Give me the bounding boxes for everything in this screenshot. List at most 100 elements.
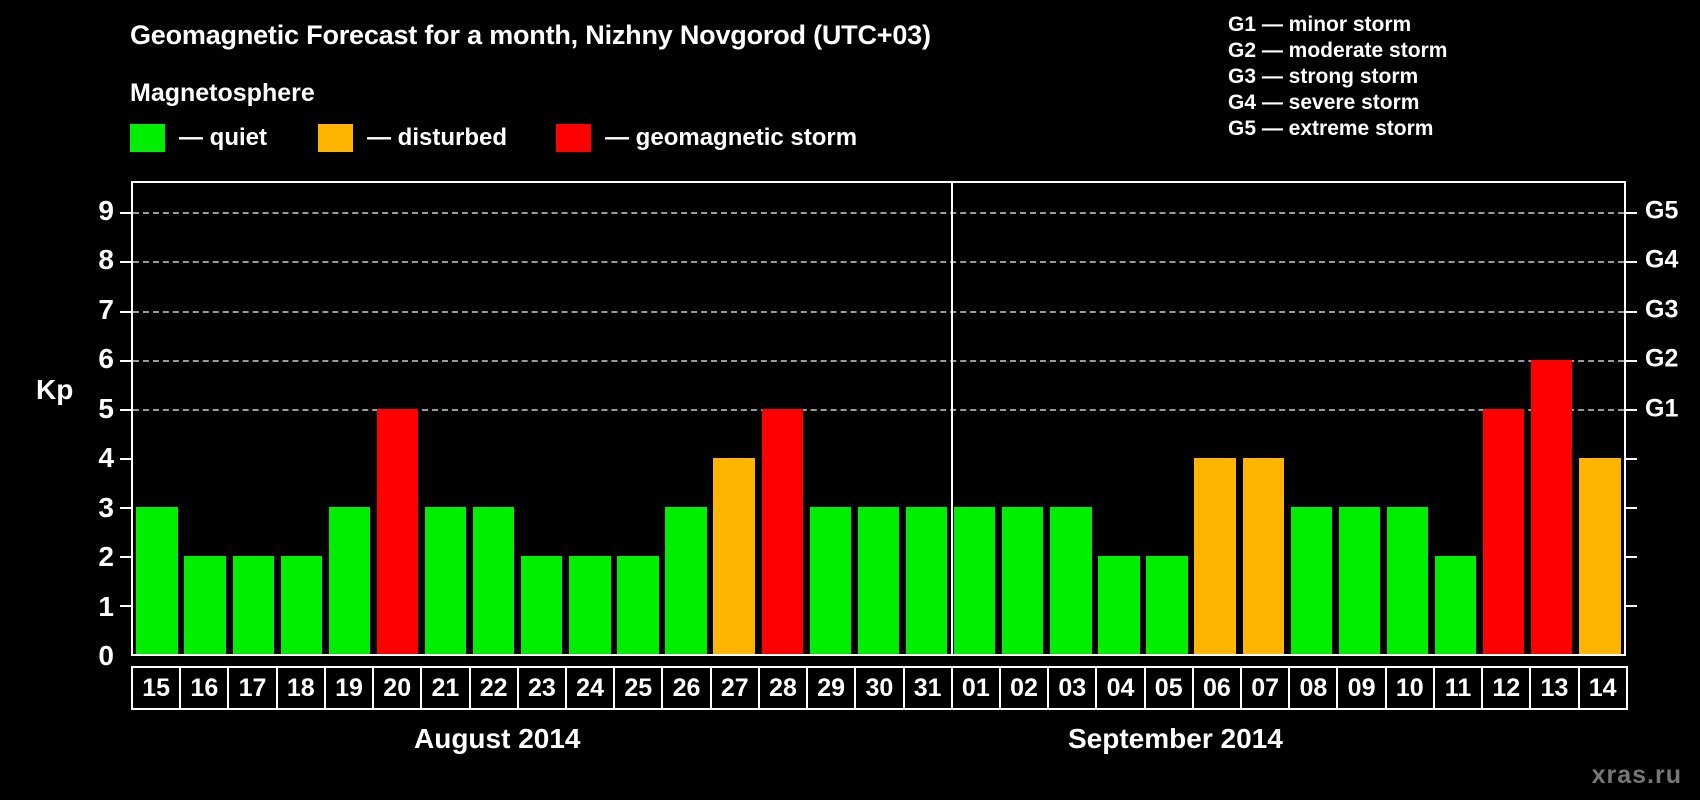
bar-02[interactable]	[1002, 506, 1044, 654]
date-cell-07[interactable]: 07	[1240, 666, 1291, 710]
bar-cell[interactable]	[1528, 183, 1576, 654]
bar-cell[interactable]	[1432, 183, 1480, 654]
date-cell-10[interactable]: 10	[1384, 666, 1435, 710]
bar-cell[interactable]	[710, 183, 758, 654]
bar-cell[interactable]	[614, 183, 662, 654]
bar-20[interactable]	[376, 408, 419, 654]
bar-cell[interactable]	[903, 183, 951, 654]
bar-cell[interactable]	[373, 183, 421, 654]
bar-03[interactable]	[1050, 506, 1092, 654]
bar-14[interactable]	[1579, 457, 1621, 654]
date-cell-26[interactable]: 26	[661, 666, 712, 710]
bar-21[interactable]	[424, 506, 467, 654]
date-cell-20[interactable]: 20	[372, 666, 423, 710]
bar-07[interactable]	[1242, 457, 1284, 654]
g-axis-label-G2: G2	[1645, 344, 1679, 373]
date-cell-15[interactable]: 15	[131, 666, 182, 710]
bar-10[interactable]	[1386, 506, 1429, 654]
bar-17[interactable]	[232, 555, 274, 654]
date-cell-14[interactable]: 14	[1577, 666, 1628, 710]
bar-cell[interactable]	[566, 183, 614, 654]
bar-26[interactable]	[665, 506, 707, 654]
bar-27[interactable]	[713, 457, 755, 654]
plot-inner	[120, 183, 1637, 654]
bar-cell[interactable]	[277, 183, 325, 654]
bar-cell[interactable]	[181, 183, 229, 654]
bar-18[interactable]	[280, 555, 322, 654]
legend-label-quiet: — quiet	[179, 124, 267, 151]
bar-cell[interactable]	[1239, 183, 1287, 654]
date-cell-13[interactable]: 13	[1529, 666, 1580, 710]
date-cell-19[interactable]: 19	[323, 666, 375, 710]
date-cell-02[interactable]: 02	[998, 666, 1050, 710]
bar-09[interactable]	[1338, 506, 1381, 654]
g-axis-label-G4: G4	[1645, 245, 1679, 274]
bar-cell[interactable]	[325, 183, 373, 654]
bar-cell[interactable]	[854, 183, 902, 654]
date-cell-04[interactable]: 04	[1095, 666, 1146, 710]
bar-23[interactable]	[521, 555, 563, 654]
bar-cell[interactable]	[1287, 183, 1335, 654]
date-cell-11[interactable]: 11	[1432, 666, 1484, 710]
date-cell-25[interactable]: 25	[613, 666, 664, 710]
bar-01[interactable]	[953, 506, 996, 654]
bar-cell[interactable]	[1143, 183, 1191, 654]
bar-05[interactable]	[1146, 555, 1188, 654]
bar-cell[interactable]	[229, 183, 277, 654]
y-axis-label-0: 0	[98, 640, 114, 671]
bar-24[interactable]	[569, 555, 611, 654]
bar-13[interactable]	[1531, 359, 1573, 654]
date-cell-05[interactable]: 05	[1143, 666, 1194, 710]
date-cell-21[interactable]: 21	[420, 666, 471, 710]
bar-15[interactable]	[136, 506, 178, 654]
bar-cell[interactable]	[518, 183, 566, 654]
bar-28[interactable]	[761, 408, 803, 654]
date-cell-31[interactable]: 31	[902, 666, 953, 710]
bar-11[interactable]	[1434, 555, 1477, 654]
bar-cell[interactable]	[133, 183, 181, 654]
date-cell-29[interactable]: 29	[806, 666, 857, 710]
bar-cell[interactable]	[470, 183, 518, 654]
bar-cell[interactable]	[1576, 183, 1624, 654]
bar-cell[interactable]	[1191, 183, 1239, 654]
bar-08[interactable]	[1290, 506, 1332, 654]
bar-12[interactable]	[1482, 408, 1525, 654]
date-cell-08[interactable]: 08	[1288, 666, 1339, 710]
date-cell-06[interactable]: 06	[1191, 666, 1243, 710]
bar-cell[interactable]	[999, 183, 1047, 654]
bar-cell[interactable]	[1480, 183, 1528, 654]
bar-16[interactable]	[184, 555, 226, 654]
date-cell-12[interactable]: 12	[1481, 666, 1532, 710]
bar-04[interactable]	[1098, 555, 1140, 654]
bar-30[interactable]	[857, 506, 900, 654]
bar-cell[interactable]	[758, 183, 806, 654]
date-cell-30[interactable]: 30	[854, 666, 905, 710]
bar-29[interactable]	[809, 506, 852, 654]
date-cell-24[interactable]: 24	[564, 666, 616, 710]
date-cell-17[interactable]: 17	[227, 666, 278, 710]
date-cell-18[interactable]: 18	[275, 666, 326, 710]
date-cell-16[interactable]: 16	[179, 666, 230, 710]
bar-cell[interactable]	[1335, 183, 1383, 654]
bar-cell[interactable]	[1047, 183, 1095, 654]
bar-31[interactable]	[905, 506, 948, 654]
bar-22[interactable]	[473, 506, 515, 654]
bar-19[interactable]	[328, 506, 371, 654]
bar-cell[interactable]	[662, 183, 710, 654]
bar-cell[interactable]	[806, 183, 854, 654]
g-scale-line-3: G3 — strong storm	[1228, 65, 1419, 88]
date-cell-28[interactable]: 28	[757, 666, 809, 710]
bar-06[interactable]	[1194, 457, 1236, 654]
date-cell-23[interactable]: 23	[516, 666, 567, 710]
bar-cell[interactable]	[422, 183, 470, 654]
bar-cell[interactable]	[951, 183, 999, 654]
bar-cell[interactable]	[1383, 183, 1431, 654]
legend-item-disturbed: — disturbed	[318, 124, 507, 152]
date-cell-01[interactable]: 01	[950, 666, 1001, 710]
date-cell-27[interactable]: 27	[709, 666, 760, 710]
date-cell-03[interactable]: 03	[1047, 666, 1098, 710]
bar-25[interactable]	[617, 555, 659, 654]
date-cell-09[interactable]: 09	[1336, 666, 1387, 710]
date-cell-22[interactable]: 22	[468, 666, 519, 710]
bar-cell[interactable]	[1095, 183, 1143, 654]
